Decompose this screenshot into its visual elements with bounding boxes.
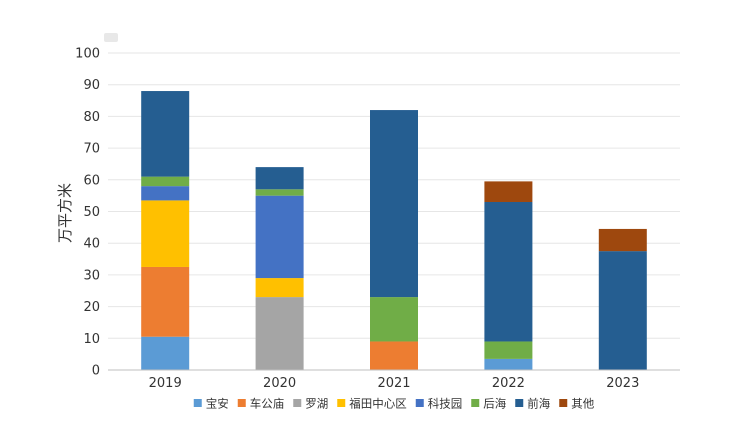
y-tick-label: 70 <box>83 142 100 157</box>
legend-label: 罗湖 <box>305 397 328 411</box>
bar-segment <box>141 186 190 201</box>
bars <box>141 91 647 370</box>
bar-segment <box>370 297 418 342</box>
bar-segment <box>255 278 304 298</box>
y-axis-label: 万平方米 <box>56 183 74 243</box>
legend-swatch <box>515 399 524 407</box>
bar-segment <box>255 167 304 190</box>
x-tick-label: 2020 <box>263 376 296 391</box>
y-tick-label: 80 <box>83 110 100 125</box>
y-tick-label: 10 <box>83 332 100 347</box>
bar-segment <box>255 297 304 370</box>
legend-label: 福田中心区 <box>349 397 407 411</box>
y-axis-ticks: 0 10 20 30 40 50 60 70 80 90 100 <box>75 47 100 379</box>
legend-swatch <box>337 399 346 407</box>
legend-label: 前海 <box>527 397 550 411</box>
legend-label: 其他 <box>571 397 594 411</box>
y-tick-label: 0 <box>92 364 100 379</box>
legend: 宝安 车公庙 罗湖 福田中心区 科技园 后海 前海 其他 <box>193 397 595 411</box>
bar-segment <box>484 201 533 342</box>
legend-swatch <box>293 399 302 407</box>
bar-segment <box>255 189 304 196</box>
bar-segment <box>370 110 418 298</box>
bar-segment <box>484 358 533 370</box>
bar-segment <box>484 341 533 359</box>
legend-swatch <box>415 399 424 407</box>
chart-placeholder-mark <box>104 33 118 42</box>
x-tick-label: 2023 <box>606 376 639 391</box>
legend-swatch <box>559 399 568 407</box>
bar-segment <box>370 341 418 370</box>
legend-swatch <box>471 399 480 407</box>
y-tick-label: 30 <box>83 268 100 283</box>
legend-swatch <box>193 399 202 407</box>
bar-segment <box>141 336 190 370</box>
bar-segment <box>598 251 647 370</box>
y-tick-label: 40 <box>83 237 100 252</box>
y-tick-label: 100 <box>75 47 100 62</box>
legend-label: 科技园 <box>428 397 463 411</box>
bar-segment <box>141 176 190 187</box>
legend-label: 车公庙 <box>250 397 285 411</box>
x-axis-ticks: 2019 2020 2021 2022 2023 <box>149 376 640 391</box>
y-tick-label: 50 <box>83 205 100 220</box>
y-tick-label: 60 <box>83 173 100 188</box>
x-tick-label: 2021 <box>377 376 410 391</box>
bar-segment <box>484 181 533 202</box>
legend-label: 后海 <box>483 397 506 411</box>
bar-segment <box>255 195 304 279</box>
legend-label: 宝安 <box>206 397 229 411</box>
bar-segment <box>141 200 190 267</box>
bar-segment <box>141 266 190 337</box>
bar-segment <box>141 91 190 177</box>
legend-swatch <box>237 399 246 407</box>
bar-segment <box>598 228 647 252</box>
x-tick-label: 2019 <box>149 376 182 391</box>
y-tick-label: 90 <box>83 78 100 93</box>
y-tick-label: 20 <box>83 300 100 315</box>
x-tick-label: 2022 <box>492 376 525 391</box>
